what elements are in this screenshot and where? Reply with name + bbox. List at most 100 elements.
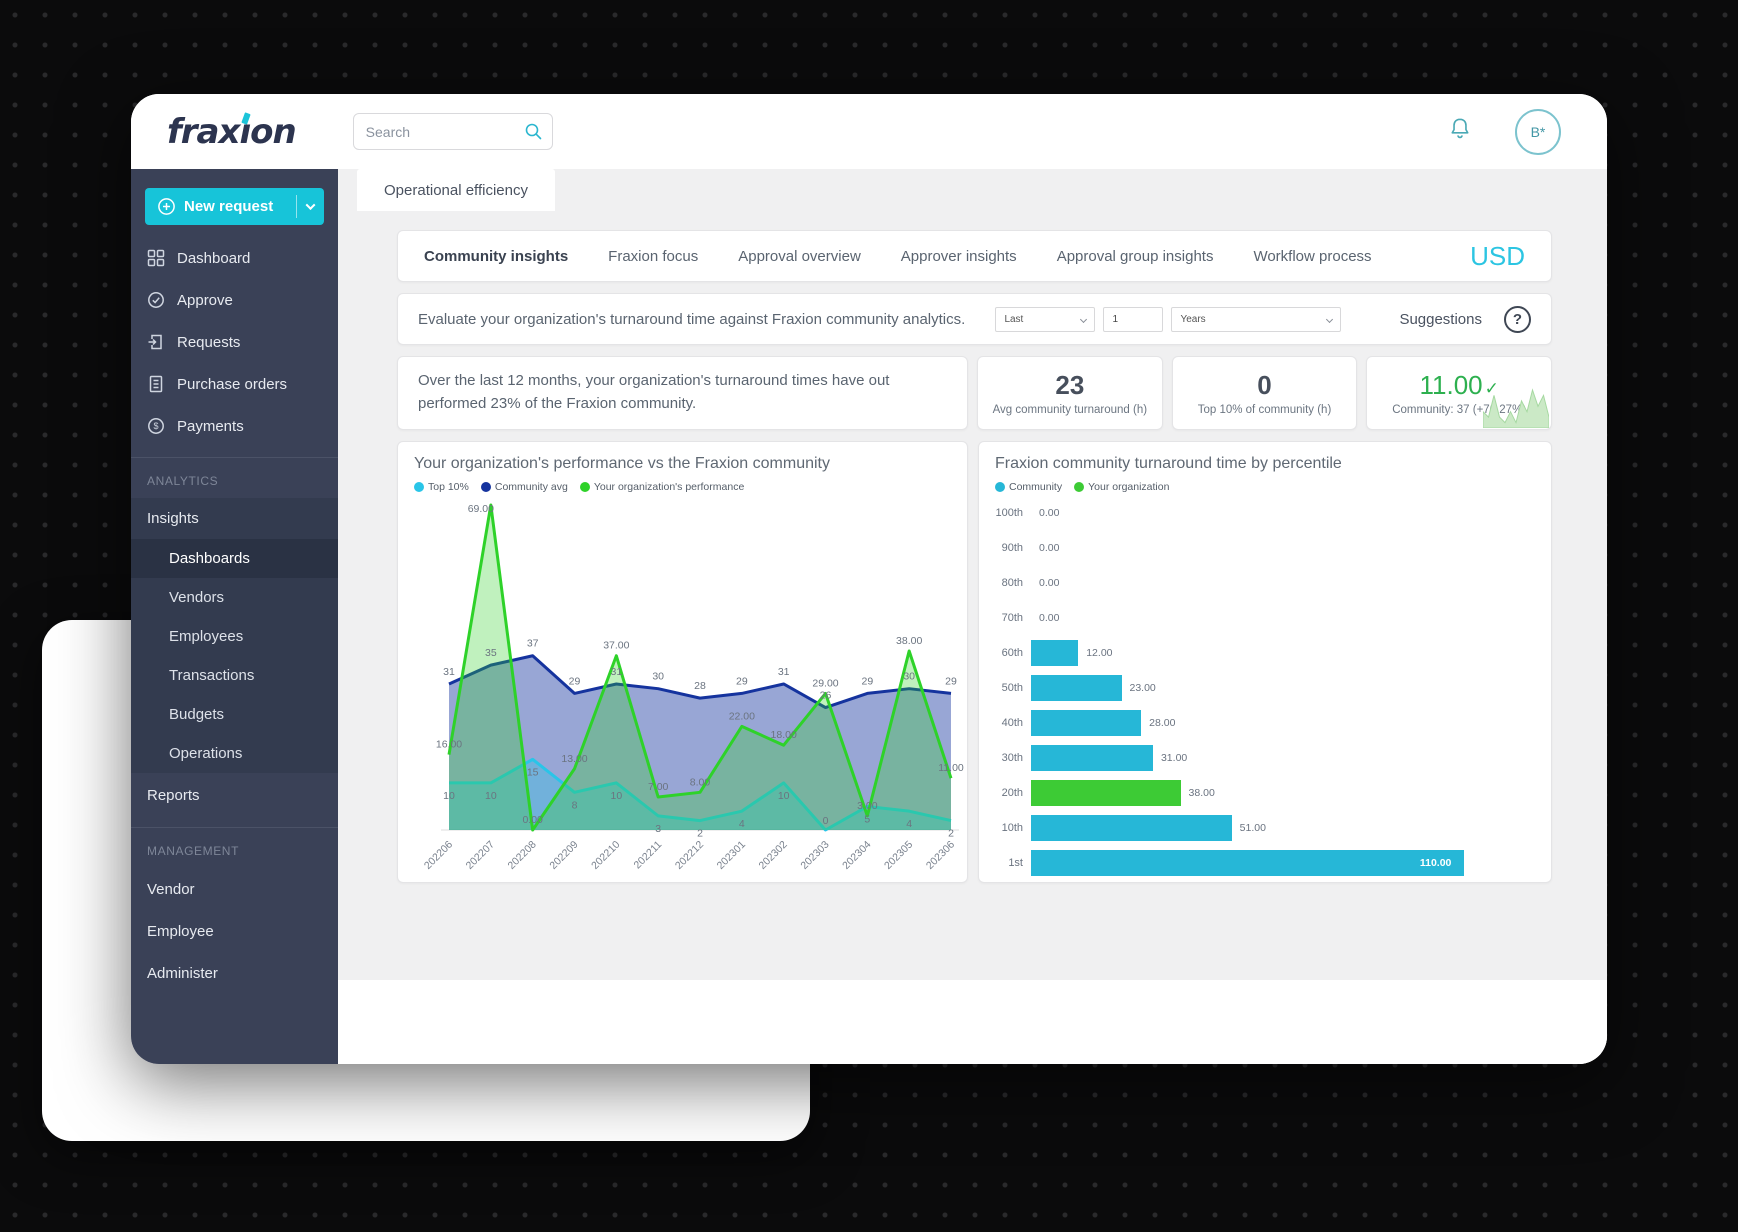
sidebar-item-transactions[interactable]: Transactions: [169, 667, 255, 684]
search-input[interactable]: [352, 113, 553, 150]
svg-text:10: 10: [778, 790, 790, 802]
check-icon: ✓: [1484, 379, 1499, 398]
filter-bar: Evaluate your organization's turnaround …: [397, 293, 1552, 345]
requests-icon: [148, 334, 162, 350]
percentile-bar: [1031, 675, 1122, 701]
svg-text:202207: 202207: [464, 839, 497, 872]
bar-value-label: 38.00: [1188, 787, 1215, 799]
bar-value-label: 0.00: [1039, 577, 1060, 589]
svg-text:3: 3: [655, 823, 661, 835]
stat-top10-community: 0 Top 10% of community (h): [1171, 356, 1358, 430]
svg-text:202302: 202302: [757, 839, 790, 872]
sidebar-divider: [131, 827, 338, 828]
legend-dot: [1074, 482, 1085, 492]
svg-text:202210: 202210: [589, 839, 622, 872]
svg-text:202212: 202212: [673, 839, 706, 872]
svg-text:11.00: 11.00: [938, 762, 964, 774]
svg-text:18.00: 18.00: [771, 729, 797, 741]
bar-value-label: 110.00: [1419, 857, 1452, 869]
svg-text:37.00: 37.00: [603, 640, 629, 652]
percentile-label: 80th: [1001, 577, 1023, 589]
percentile-row: 80th 0.00: [979, 570, 1551, 596]
svg-text:37: 37: [527, 638, 539, 650]
user-avatar[interactable]: B*: [1515, 108, 1561, 155]
svg-text:10: 10: [485, 790, 497, 802]
management-section-header: MANAGEMENT: [147, 844, 240, 858]
percentile-row: 10th 51.00: [979, 815, 1551, 841]
bar-value-label: 28.00: [1149, 717, 1176, 729]
bar-value-label: 0.00: [1039, 612, 1060, 624]
chart-title: Fraxion community turnaround time by per…: [995, 455, 1342, 472]
sparkline: [1483, 388, 1550, 428]
bar-value-label: 31.00: [1160, 752, 1188, 764]
percentile-label: 30th: [1001, 752, 1023, 764]
range-operator-select[interactable]: Last: [995, 306, 1096, 332]
app-window: fraxıon B* New request: [131, 94, 1607, 1064]
svg-text:202208: 202208: [506, 839, 539, 872]
bar-value-label: 0.00: [1039, 507, 1060, 519]
tab-operational-efficiency[interactable]: Operational efficiency: [357, 169, 555, 211]
sidebar-item-vendors[interactable]: Vendors: [169, 589, 225, 606]
sidebar-item-approve[interactable]: Approve: [131, 279, 338, 321]
percentile-label: 20th: [1001, 787, 1023, 799]
tab-approval-group-insights[interactable]: Approval group insights: [1056, 247, 1214, 265]
sidebar-item-employees[interactable]: Employees: [169, 628, 244, 645]
range-unit-select[interactable]: Years: [1171, 306, 1342, 332]
svg-text:29: 29: [736, 675, 748, 687]
new-request-label: New request: [184, 198, 274, 215]
new-request-button[interactable]: New request: [145, 188, 324, 225]
tab-community-insights[interactable]: Community insights: [424, 247, 569, 265]
sidebar-item-operations[interactable]: Operations: [169, 745, 243, 762]
sidebar-item-insights[interactable]: Insights: [147, 510, 199, 527]
percentile-bar: [1031, 745, 1153, 771]
approve-icon: [148, 292, 164, 308]
svg-text:10: 10: [610, 790, 622, 802]
search-icon[interactable]: [524, 122, 543, 146]
top-bar: fraxıon B*: [131, 94, 1607, 169]
percentile-row: 40th 28.00: [979, 710, 1551, 736]
tab-fraxion-focus[interactable]: Fraxion focus: [608, 247, 699, 265]
sidebar-item-administer[interactable]: Administer: [147, 964, 218, 982]
percentile-label: 40th: [1001, 717, 1023, 729]
plus-circle-icon: [157, 197, 176, 216]
sidebar-item-reports[interactable]: Reports: [147, 786, 200, 804]
tab-approver-insights[interactable]: Approver insights: [900, 247, 1017, 265]
stat-org-turnaround: 11.00 ✓ Community: 37 (+70.27%): [1366, 356, 1553, 430]
sidebar-item-dashboards[interactable]: Dashboards: [131, 539, 338, 578]
svg-text:7.00: 7.00: [648, 781, 669, 793]
help-icon[interactable]: ?: [1504, 305, 1531, 333]
sidebar-item-purchase-orders[interactable]: Purchase orders: [131, 363, 338, 405]
svg-text:29: 29: [569, 675, 581, 687]
percentile-label: 1st: [1008, 857, 1023, 869]
sidebar-item-payments[interactable]: $ Payments: [131, 405, 338, 447]
svg-text:202209: 202209: [547, 839, 580, 872]
tab-approval-overview[interactable]: Approval overview: [738, 247, 861, 265]
sidebar-item-requests[interactable]: Requests: [131, 321, 338, 363]
range-value-input[interactable]: [1103, 306, 1164, 332]
percentile-row: 60th 12.00: [979, 640, 1551, 666]
sidebar-item-employee[interactable]: Employee: [147, 922, 214, 940]
sidebar-item-label: Dashboard: [177, 249, 251, 267]
sidebar-divider: [131, 457, 338, 458]
sidebar-item-dashboard[interactable]: Dashboard: [131, 237, 338, 279]
currency-selector[interactable]: USD: [1470, 240, 1525, 271]
svg-text:202301: 202301: [715, 839, 748, 872]
sidebar-item-budgets[interactable]: Budgets: [169, 706, 225, 723]
filter-description: Evaluate your organization's turnaround …: [418, 310, 966, 328]
svg-text:202306: 202306: [924, 839, 957, 872]
insights-group: Insights Dashboards Vendors Employees Tr…: [131, 498, 338, 773]
percentile-label: 100th: [995, 507, 1023, 519]
legend-dot: [414, 482, 424, 492]
suggestions-link[interactable]: Suggestions: [1399, 310, 1482, 328]
percentile-label: 50th: [1001, 682, 1023, 694]
tab-workflow-process[interactable]: Workflow process: [1253, 247, 1372, 265]
sidebar-item-label: Requests: [177, 333, 241, 351]
chevron-down-icon: [1326, 315, 1334, 323]
new-request-dropdown[interactable]: [297, 200, 324, 211]
notifications-bell-icon[interactable]: [1447, 116, 1473, 147]
svg-text:10: 10: [443, 790, 455, 802]
chevron-down-icon: [1080, 315, 1088, 323]
sidebar-item-vendor[interactable]: Vendor: [147, 880, 195, 898]
stat-label: Top 10% of community (h): [1197, 404, 1332, 416]
